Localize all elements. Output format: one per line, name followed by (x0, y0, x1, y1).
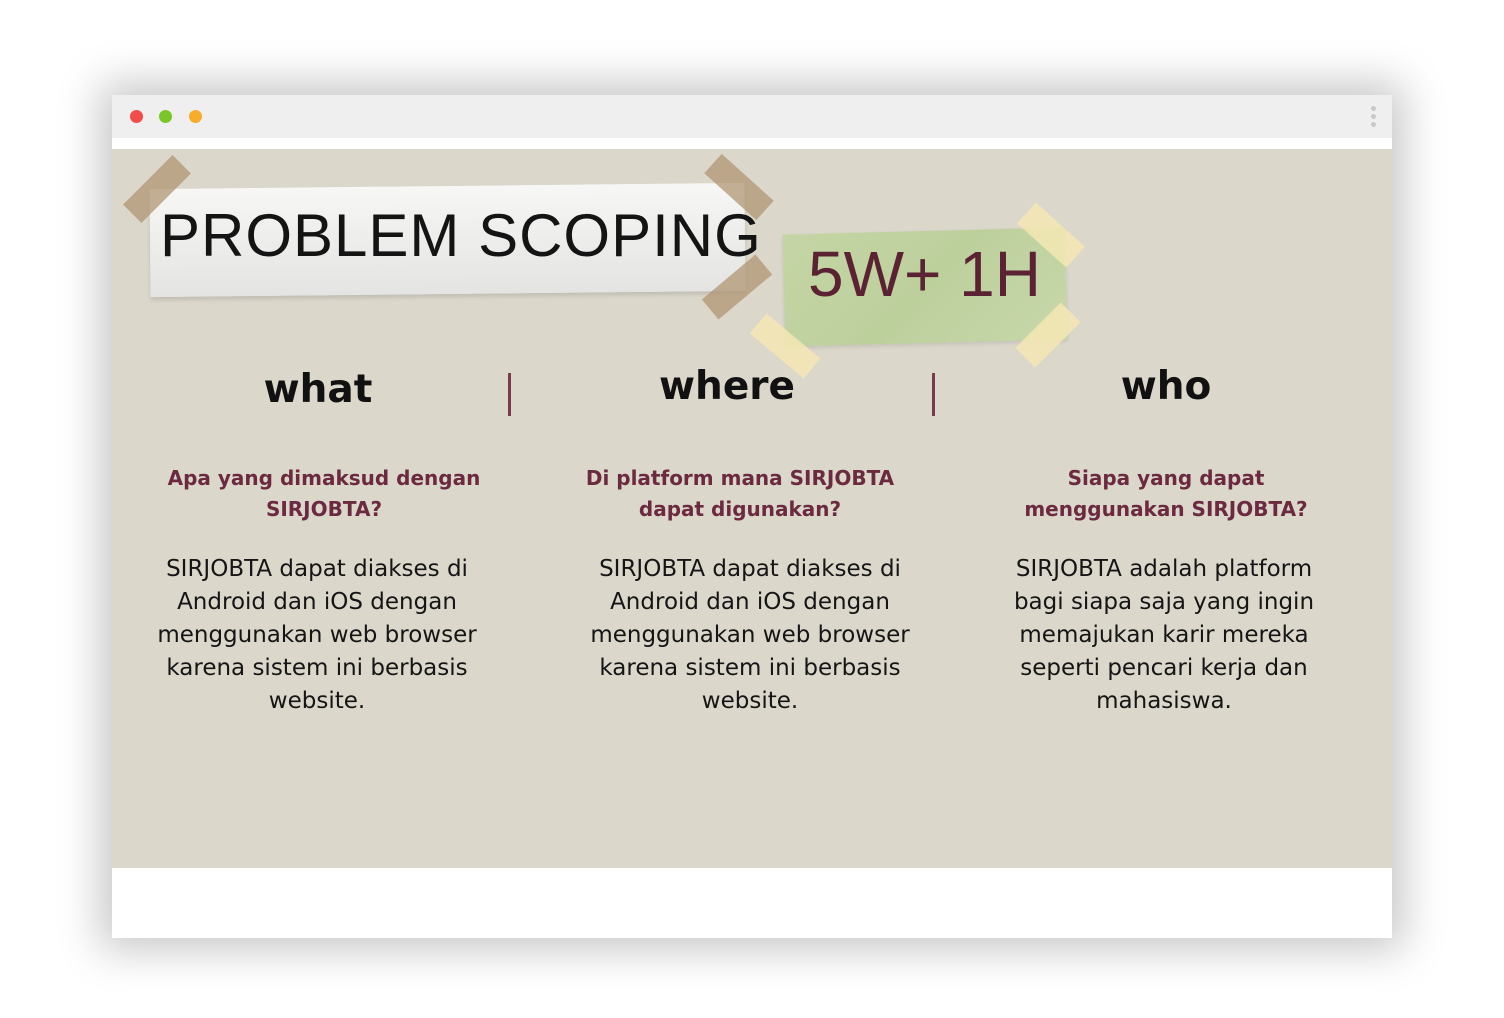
question-where: Di platform mana SIRJOBTA dapat digunaka… (585, 466, 895, 521)
column-divider (508, 373, 511, 416)
answer-where: SIRJOBTA dapat diakses di Android dan iO… (590, 556, 910, 714)
slide-content: PROBLEM SCOPING 5W+ 1H what where who Ap… (112, 149, 1392, 868)
browser-window: PROBLEM SCOPING 5W+ 1H what where who Ap… (112, 95, 1392, 938)
page-title: PROBLEM SCOPING (160, 202, 762, 269)
column-heading-what: what (263, 367, 373, 412)
minimize-window-button[interactable] (159, 110, 172, 123)
close-window-button[interactable] (130, 110, 143, 123)
column-divider (932, 373, 935, 416)
question-who: Siapa yang dapat menggunakan SIRJOBTA? (1024, 466, 1308, 521)
answer-what: SIRJOBTA dapat diakses di Android dan iO… (157, 556, 477, 714)
zoom-window-button[interactable] (189, 110, 202, 123)
answer-who: SIRJOBTA adalah platform bagi siapa saja… (1013, 556, 1315, 714)
column-heading-who: who (1120, 364, 1212, 409)
window-titlebar (112, 95, 1392, 138)
question-what: Apa yang dimaksud dengan SIRJOBTA? (167, 466, 481, 521)
more-options-icon[interactable] (1368, 106, 1380, 130)
column-heading-where: where (659, 364, 795, 409)
page-subtitle: 5W+ 1H (808, 238, 1041, 310)
